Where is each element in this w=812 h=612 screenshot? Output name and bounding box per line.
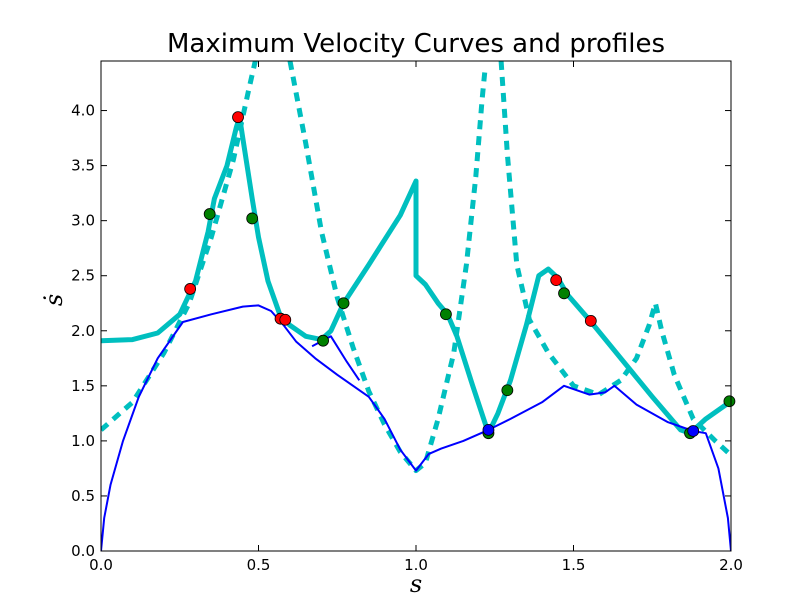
x-axis-label: s [410, 570, 422, 598]
green-marker-4 [337, 297, 350, 310]
red-marker-2 [232, 111, 244, 124]
blue-profile-curve-1 [101, 304, 731, 551]
dashed-cyan-curve-1 [101, 61, 258, 432]
y-tick-label-7: 3.0 [71, 212, 95, 230]
plot-frame [100, 60, 732, 552]
plot-area: 0.0 0.5 1.0 1.5 2.0 0.0 0.5 1.0 1.5 2.0 2.5 3.0 3.5 4… [71, 60, 743, 574]
red-marker-4 [279, 313, 292, 326]
y-tick-label-2: 0.5 [71, 487, 95, 505]
green-marker-1 [203, 208, 216, 220]
dashed-cyan-curve-3 [498, 61, 731, 458]
green-marker-8 [558, 287, 570, 300]
y-tick-label-5: 2.0 [71, 322, 95, 340]
marker-group [184, 111, 736, 440]
red-marker-5 [550, 274, 563, 287]
x-tick-label-4: 1.5 [562, 556, 586, 574]
dashed-cyan-curve-2 [287, 61, 488, 474]
solid-cyan-curve-1 [101, 114, 731, 436]
green-marker-5 [440, 308, 452, 321]
chart-title: Maximum Velocity Curves and profiles [167, 29, 665, 59]
y-tick-label-4: 1.5 [71, 377, 95, 395]
blue-marker-1 [482, 423, 495, 436]
y-tick-label-1: 0.0 [71, 542, 95, 560]
x-tick-label-2: 0.5 [247, 556, 271, 574]
y-axis-label: ṡ [40, 294, 68, 306]
green-marker-7 [501, 384, 514, 397]
x-tick-label-5: 2.0 [719, 556, 743, 574]
green-marker-10 [723, 395, 736, 408]
y-tick-label-6: 2.5 [71, 267, 95, 285]
y-tick-label-3: 1.0 [71, 432, 95, 450]
red-marker-1 [184, 283, 197, 295]
green-marker-3 [317, 334, 329, 347]
x-tick-label-1: 0.0 [89, 556, 113, 574]
y-tick-label-9: 4.0 [71, 102, 95, 120]
x-tick-label-3: 1.0 [404, 556, 428, 574]
y-tick-label-8: 3.5 [71, 157, 95, 175]
blue-marker-2 [687, 425, 700, 437]
series-group [101, 61, 731, 551]
tick-group: 0.0 0.5 1.0 1.5 2.0 0.0 0.5 1.0 1.5 2.0 2.5 3.0 3.5 4… [71, 61, 743, 574]
red-marker-6 [584, 314, 597, 327]
green-marker-2 [246, 212, 259, 225]
